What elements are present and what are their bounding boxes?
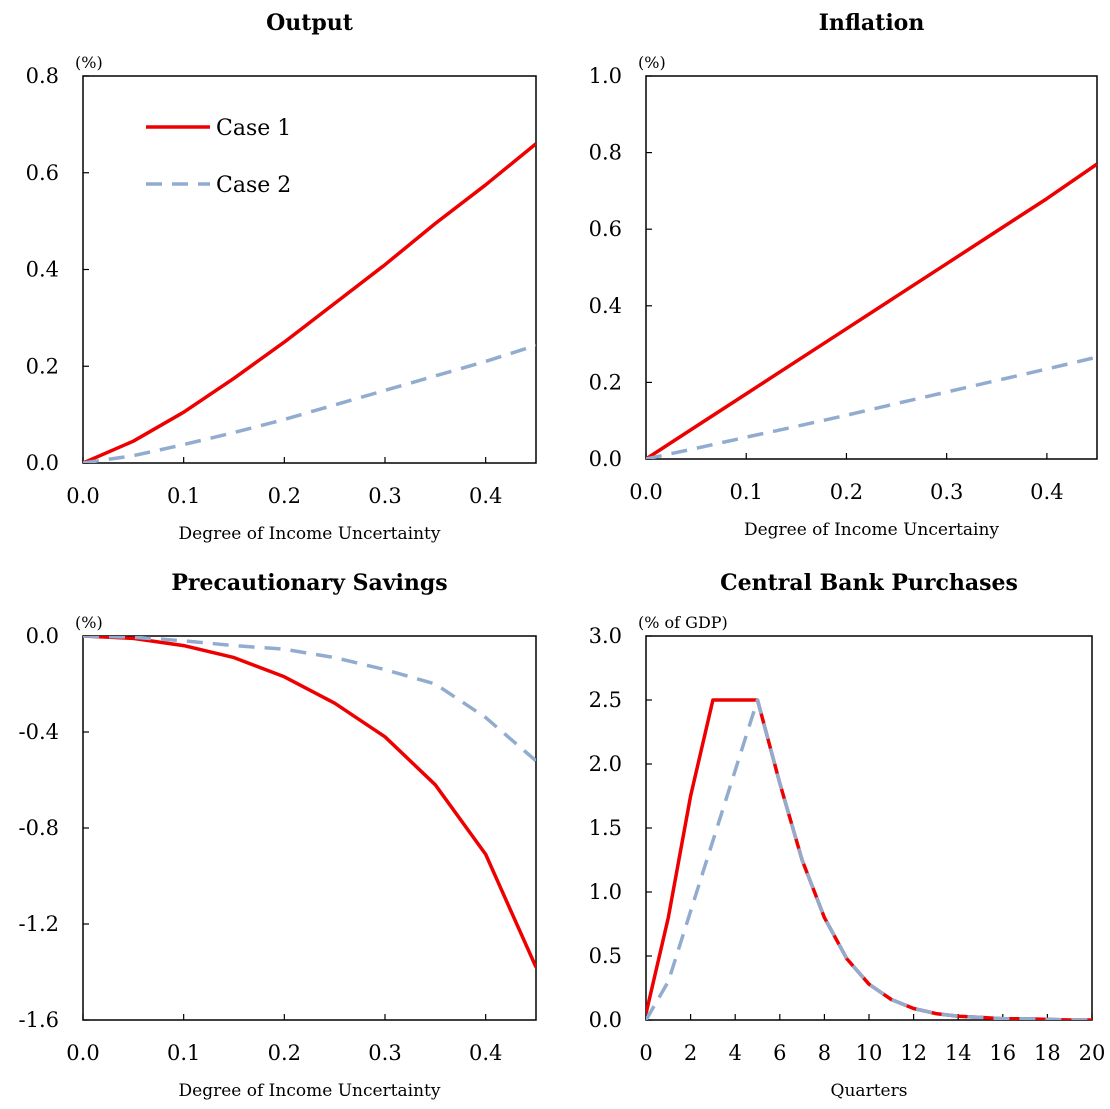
x-tick-label: 20 xyxy=(1079,1041,1106,1065)
panel-purchases: Central Bank Purchases (% of GDP) 0.0 0.5 1.… xyxy=(589,570,1106,1101)
panel-inflation: Inflation (%) 0.0 0.2 0.4 0.6 0.8 1.0 0.0 0.1 0.2 0… xyxy=(589,10,1098,540)
y-tick-label: 0.0 xyxy=(589,1008,622,1032)
y-tick-label: 0.2 xyxy=(589,370,622,394)
x-tick-label: 12 xyxy=(900,1041,927,1065)
legend-label: Case 1 xyxy=(216,116,291,141)
unit-label: (% of GDP) xyxy=(638,613,728,632)
x-tick-label: 0.4 xyxy=(469,1041,502,1065)
chart-title: Central Bank Purchases xyxy=(720,570,1018,596)
x-tick-label: 0.0 xyxy=(66,1041,99,1065)
x-axis-label: Quarters xyxy=(831,1081,908,1101)
y-tick-label: 0.6 xyxy=(26,161,59,185)
x-tick-label: 0.0 xyxy=(629,480,662,504)
series-line-case-2 xyxy=(646,698,1092,1020)
panel-output: Output (%) 0.0 0.2 0.4 0.6 0.8 0.0 0.1 0.2 0.3 0.4 D… xyxy=(26,10,537,544)
y-tick-label: 0.6 xyxy=(589,217,622,241)
y-tick-label: 0.8 xyxy=(26,64,59,88)
x-axis-label: Degree of Income Uncertainty xyxy=(179,524,441,544)
y-tick-label: 1.5 xyxy=(589,816,622,840)
y-tick-label: 1.0 xyxy=(589,64,622,88)
x-tick-label: 0.1 xyxy=(730,480,763,504)
x-tick-label: 0.3 xyxy=(368,484,401,508)
x-tick-label: 0.2 xyxy=(268,1041,301,1065)
series-line-case-1 xyxy=(646,698,1092,1020)
y-tick-label: 0.0 xyxy=(589,447,622,471)
plot-frame xyxy=(645,75,1098,460)
y-tick-label: -0.4 xyxy=(19,720,60,744)
y-tick-label: 2.0 xyxy=(589,752,622,776)
chart-title: Output xyxy=(266,10,354,36)
x-tick-label: 10 xyxy=(856,1041,883,1065)
unit-label: (%) xyxy=(75,53,103,72)
legend-label: Case 2 xyxy=(216,173,291,198)
y-tick-label: -0.8 xyxy=(19,816,60,840)
x-tick-label: 6 xyxy=(773,1041,786,1065)
series-line-case-2 xyxy=(646,355,1097,459)
x-tick-label: 0.2 xyxy=(268,484,301,508)
unit-label: (%) xyxy=(638,53,666,72)
x-tick-label: 0 xyxy=(639,1041,652,1065)
y-tick-label: 0.4 xyxy=(26,258,59,282)
y-tick-label: 3.0 xyxy=(589,624,622,648)
y-tick-label: 2.5 xyxy=(589,688,622,712)
y-tick-label: 0.0 xyxy=(26,624,59,648)
x-tick-label: 0.2 xyxy=(830,480,863,504)
x-tick-label: 0.4 xyxy=(1030,480,1063,504)
series-line-case-2 xyxy=(83,343,536,463)
plot-frame xyxy=(645,635,1093,1021)
y-tick-label: 0.4 xyxy=(589,294,622,318)
y-tick-label: -1.6 xyxy=(19,1008,60,1032)
x-tick-label: 4 xyxy=(729,1041,742,1065)
x-tick-label: 2 xyxy=(684,1041,697,1065)
plot-frame xyxy=(82,75,537,464)
x-axis-label: Degree of Income Uncertainty xyxy=(179,1081,441,1101)
unit-label: (%) xyxy=(75,613,103,632)
series-line-case-1 xyxy=(83,142,536,463)
x-tick-label: 0.3 xyxy=(930,480,963,504)
x-tick-label: 18 xyxy=(1034,1041,1061,1065)
x-tick-label: 0.1 xyxy=(167,1041,200,1065)
y-tick-label: 0.8 xyxy=(589,141,622,165)
y-tick-label: 0.2 xyxy=(26,354,59,378)
y-tick-label: -1.2 xyxy=(19,912,60,936)
x-tick-label: 0.4 xyxy=(469,484,502,508)
series-line-case-1 xyxy=(646,162,1097,459)
series-line-case-2 xyxy=(83,636,536,763)
chart-title: Inflation xyxy=(819,10,925,36)
series-line-case-1 xyxy=(83,636,536,968)
y-tick-label: 0.0 xyxy=(26,451,59,475)
y-tick-label: 0.5 xyxy=(589,944,622,968)
x-tick-label: 16 xyxy=(989,1041,1016,1065)
panel-precautionary: Precautionary Savings (%) 0.0 -0.4 -0.8 -1.2 -… xyxy=(19,570,537,1101)
x-tick-label: 14 xyxy=(945,1041,972,1065)
x-tick-label: 0.3 xyxy=(368,1041,401,1065)
x-tick-label: 0.0 xyxy=(66,484,99,508)
x-tick-label: 8 xyxy=(818,1041,831,1065)
legend: Case 1 Case 2 xyxy=(146,116,291,198)
x-axis-label: Degree of Income Uncertainy xyxy=(744,520,999,540)
y-tick-label: 1.0 xyxy=(589,880,622,904)
x-tick-label: 0.1 xyxy=(167,484,200,508)
chart-title: Precautionary Savings xyxy=(171,570,447,596)
